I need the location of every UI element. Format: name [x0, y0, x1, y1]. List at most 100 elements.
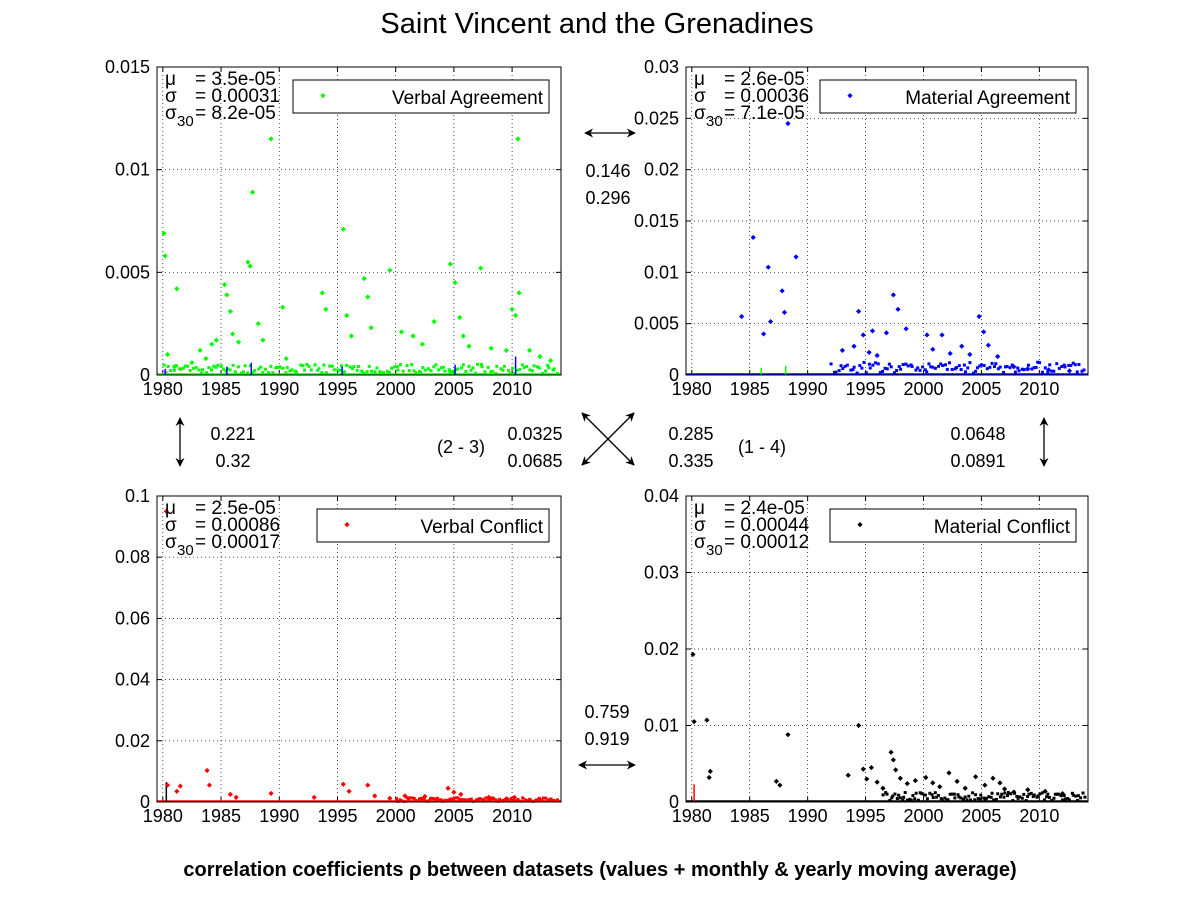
- data-point: [536, 796, 542, 802]
- data-point: [981, 329, 987, 335]
- data-point: [348, 365, 352, 369]
- data-point: [976, 366, 980, 370]
- chart-verbal-conflict: 1980 1985 1990 1995 2000 2005 2010 0 0.02 0.04 0.0…: [115, 486, 562, 826]
- data-point: [235, 339, 242, 345]
- data-point: [1067, 363, 1071, 367]
- data-point: [704, 717, 710, 723]
- data-point: [924, 332, 930, 338]
- data-point: [499, 367, 503, 371]
- data-point: [488, 797, 492, 801]
- data-point: [1010, 363, 1014, 367]
- data-point: [1046, 367, 1052, 373]
- legend-marker: [847, 93, 853, 99]
- data-point: [355, 368, 359, 372]
- data-point: [893, 767, 899, 773]
- data-point: [472, 799, 476, 803]
- data-point: [890, 796, 894, 800]
- data-point: [311, 794, 317, 801]
- data-point: [976, 313, 982, 320]
- data-point: [348, 333, 355, 339]
- data-point: [874, 352, 880, 359]
- corr-label-14: (1 - 4): [738, 437, 786, 457]
- y-tick-label: 0: [140, 792, 150, 812]
- data-point: [505, 796, 509, 800]
- data-point: [350, 367, 354, 371]
- data-point: [974, 369, 978, 373]
- data-point: [707, 768, 713, 774]
- data-point: [400, 799, 404, 803]
- data-point: [969, 798, 973, 802]
- data-point: [456, 367, 460, 371]
- stat-value: = 2.4e-05: [724, 498, 805, 519]
- stat-value: = 3.5e-05: [195, 69, 276, 90]
- data-point: [450, 370, 454, 374]
- data-point: [246, 371, 250, 375]
- data-point: [897, 793, 901, 797]
- data-point: [345, 363, 349, 367]
- data-point: [526, 347, 533, 353]
- corr-left-2: 0.32: [215, 451, 250, 471]
- data-point: [307, 364, 311, 368]
- data-point: [1063, 365, 1067, 369]
- data-point: [1057, 366, 1061, 370]
- data-point: [166, 364, 170, 368]
- data-point: [928, 791, 932, 795]
- data-point: [1013, 370, 1017, 374]
- data-point: [414, 798, 418, 802]
- data-point: [356, 364, 360, 368]
- data-point: [549, 797, 553, 801]
- y-tick-label: 0.1: [125, 486, 150, 506]
- data-point: [408, 796, 412, 800]
- data-point: [946, 770, 952, 776]
- data-point: [1059, 794, 1063, 798]
- data-point: [263, 367, 267, 371]
- data-point: [508, 371, 512, 375]
- stat-subscript: 30: [177, 113, 194, 130]
- data-point: [935, 795, 939, 799]
- data-point: [537, 353, 543, 360]
- data-point: [1001, 786, 1008, 792]
- data-point: [777, 782, 783, 788]
- data-point: [1046, 370, 1050, 374]
- data-point: [387, 370, 391, 374]
- data-point: [552, 367, 556, 371]
- data-point: [336, 368, 340, 372]
- data-point: [864, 776, 870, 782]
- data-point: [868, 366, 872, 370]
- data-point: [267, 371, 271, 375]
- data-point: [201, 368, 205, 372]
- data-point: [340, 781, 346, 787]
- data-point: [281, 366, 285, 370]
- data-point: [396, 799, 400, 803]
- data-point: [1032, 366, 1036, 370]
- axes-frame: [156, 495, 562, 803]
- data-point: [992, 365, 996, 369]
- data-point: [443, 369, 447, 373]
- y-tick-label: 0: [669, 365, 679, 385]
- data-point: [947, 361, 951, 365]
- arrow-diag-2: [581, 412, 635, 466]
- data-point: [902, 795, 906, 799]
- data-point: [916, 798, 920, 802]
- data-point: [398, 329, 405, 335]
- data-point: [452, 280, 458, 286]
- data-point: [509, 797, 513, 801]
- data-point: [161, 230, 167, 236]
- x-tick-label: 2005: [434, 806, 474, 826]
- stat-symbol: σ: [165, 103, 177, 124]
- data-point: [491, 369, 495, 373]
- data-point: [1038, 361, 1042, 365]
- data-point: [233, 794, 239, 801]
- data-point: [691, 719, 697, 725]
- x-tick-label: 2010: [492, 379, 532, 399]
- data-point: [1064, 797, 1068, 801]
- data-point: [271, 371, 275, 375]
- data-point: [179, 367, 183, 371]
- data-point: [429, 369, 433, 373]
- data-point: [494, 371, 498, 375]
- data-point: [1071, 793, 1075, 797]
- data-point: [365, 294, 371, 300]
- data-point: [441, 799, 445, 803]
- data-point: [458, 798, 462, 802]
- data-point: [305, 362, 309, 366]
